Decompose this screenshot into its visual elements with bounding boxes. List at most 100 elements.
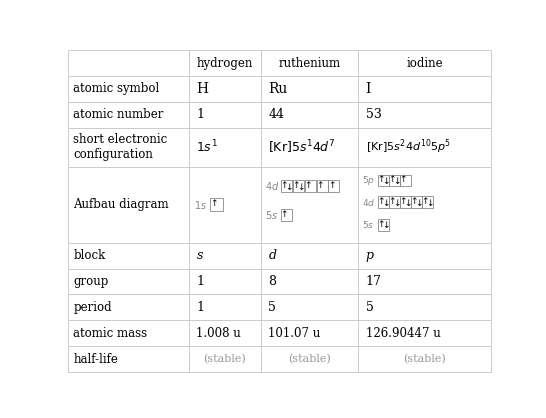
Text: ↑: ↑ bbox=[411, 197, 418, 206]
Bar bbox=[358, 167, 491, 243]
Text: ↑: ↑ bbox=[389, 175, 396, 184]
Bar bbox=[400, 196, 411, 208]
Text: $[\mathrm{Kr}]5s^14d^7$: $[\mathrm{Kr}]5s^14d^7$ bbox=[269, 138, 336, 156]
Bar bbox=[261, 102, 358, 128]
Text: ↓: ↓ bbox=[393, 199, 400, 208]
Text: 17: 17 bbox=[366, 275, 382, 288]
Text: hydrogen: hydrogen bbox=[197, 56, 253, 69]
Bar bbox=[358, 243, 491, 269]
Bar bbox=[317, 180, 328, 192]
Text: ↓: ↓ bbox=[415, 199, 423, 208]
Bar bbox=[261, 294, 358, 320]
Bar bbox=[261, 269, 358, 294]
Text: group: group bbox=[73, 275, 109, 288]
Bar bbox=[68, 320, 189, 346]
Text: atomic symbol: atomic symbol bbox=[73, 82, 159, 95]
Bar bbox=[261, 243, 358, 269]
Text: ↑: ↑ bbox=[422, 197, 429, 206]
Bar bbox=[261, 320, 358, 346]
Bar bbox=[378, 196, 389, 208]
Bar bbox=[68, 128, 189, 167]
Text: (stable): (stable) bbox=[288, 354, 331, 364]
Bar bbox=[189, 243, 261, 269]
Text: half-life: half-life bbox=[73, 353, 118, 366]
Text: ruthenium: ruthenium bbox=[278, 56, 341, 69]
Text: short electronic
configuration: short electronic configuration bbox=[73, 133, 168, 161]
Text: I: I bbox=[366, 82, 371, 96]
Bar bbox=[358, 346, 491, 372]
Bar bbox=[68, 102, 189, 128]
Text: 44: 44 bbox=[269, 108, 284, 121]
Text: $4d$: $4d$ bbox=[265, 180, 280, 192]
Text: period: period bbox=[73, 301, 112, 314]
Text: $1s$: $1s$ bbox=[194, 199, 207, 211]
Text: 53: 53 bbox=[366, 108, 382, 121]
Bar bbox=[261, 346, 358, 372]
Text: ↑: ↑ bbox=[316, 181, 323, 190]
Bar bbox=[189, 167, 261, 243]
Text: ↑: ↑ bbox=[304, 181, 312, 190]
Bar bbox=[281, 209, 292, 221]
Text: block: block bbox=[73, 249, 105, 262]
Text: Ru: Ru bbox=[269, 82, 288, 96]
Text: d: d bbox=[269, 249, 276, 262]
Text: ↓: ↓ bbox=[426, 199, 434, 208]
Bar bbox=[68, 346, 189, 372]
Bar bbox=[423, 196, 432, 208]
Text: 1: 1 bbox=[197, 108, 204, 121]
Text: ↑: ↑ bbox=[281, 209, 288, 219]
Text: ↓: ↓ bbox=[382, 177, 389, 186]
Text: ↓: ↓ bbox=[297, 183, 305, 191]
Text: ↑: ↑ bbox=[400, 197, 407, 206]
Bar bbox=[261, 50, 358, 76]
Text: (stable): (stable) bbox=[204, 354, 246, 364]
Bar bbox=[261, 76, 358, 102]
Text: ↓: ↓ bbox=[285, 183, 293, 191]
Bar bbox=[378, 219, 389, 231]
Text: ↑: ↑ bbox=[377, 219, 385, 229]
Bar bbox=[281, 180, 292, 192]
Text: ↑: ↑ bbox=[400, 175, 407, 184]
Text: 8: 8 bbox=[269, 275, 276, 288]
Bar bbox=[358, 102, 491, 128]
Bar bbox=[68, 269, 189, 294]
Text: ↑: ↑ bbox=[292, 181, 300, 190]
Text: 101.07 u: 101.07 u bbox=[269, 327, 321, 340]
Bar bbox=[189, 346, 261, 372]
Text: H: H bbox=[197, 82, 209, 96]
Text: ↑: ↑ bbox=[377, 175, 385, 184]
Bar bbox=[378, 175, 389, 186]
Bar bbox=[389, 196, 400, 208]
Bar bbox=[389, 175, 400, 186]
Text: ↓: ↓ bbox=[382, 199, 389, 208]
Text: 1: 1 bbox=[197, 275, 204, 288]
Text: $4d$: $4d$ bbox=[363, 196, 376, 208]
Bar bbox=[305, 180, 316, 192]
Bar bbox=[189, 320, 261, 346]
Text: iodine: iodine bbox=[406, 56, 443, 69]
Bar bbox=[68, 76, 189, 102]
Bar bbox=[68, 50, 189, 76]
Text: 1: 1 bbox=[197, 301, 204, 314]
Text: ↑: ↑ bbox=[389, 197, 396, 206]
Bar bbox=[68, 243, 189, 269]
Bar bbox=[358, 128, 491, 167]
Bar bbox=[189, 294, 261, 320]
Bar bbox=[189, 76, 261, 102]
Text: 1.008 u: 1.008 u bbox=[197, 327, 241, 340]
Bar bbox=[189, 269, 261, 294]
Bar bbox=[189, 50, 261, 76]
Bar bbox=[400, 175, 411, 186]
Text: $5s$: $5s$ bbox=[265, 209, 278, 221]
Text: 5: 5 bbox=[269, 301, 276, 314]
Bar bbox=[358, 294, 491, 320]
Text: 126.90447 u: 126.90447 u bbox=[366, 327, 441, 340]
Text: Aufbau diagram: Aufbau diagram bbox=[73, 198, 169, 211]
Text: $5p$: $5p$ bbox=[363, 174, 375, 187]
Text: (stable): (stable) bbox=[403, 354, 446, 364]
Text: ↑: ↑ bbox=[328, 181, 335, 190]
Bar bbox=[261, 128, 358, 167]
Bar bbox=[68, 167, 189, 243]
Text: ↑: ↑ bbox=[377, 197, 385, 206]
Text: $[\mathrm{Kr}]5s^24d^{10}5p^5$: $[\mathrm{Kr}]5s^24d^{10}5p^5$ bbox=[366, 138, 451, 156]
